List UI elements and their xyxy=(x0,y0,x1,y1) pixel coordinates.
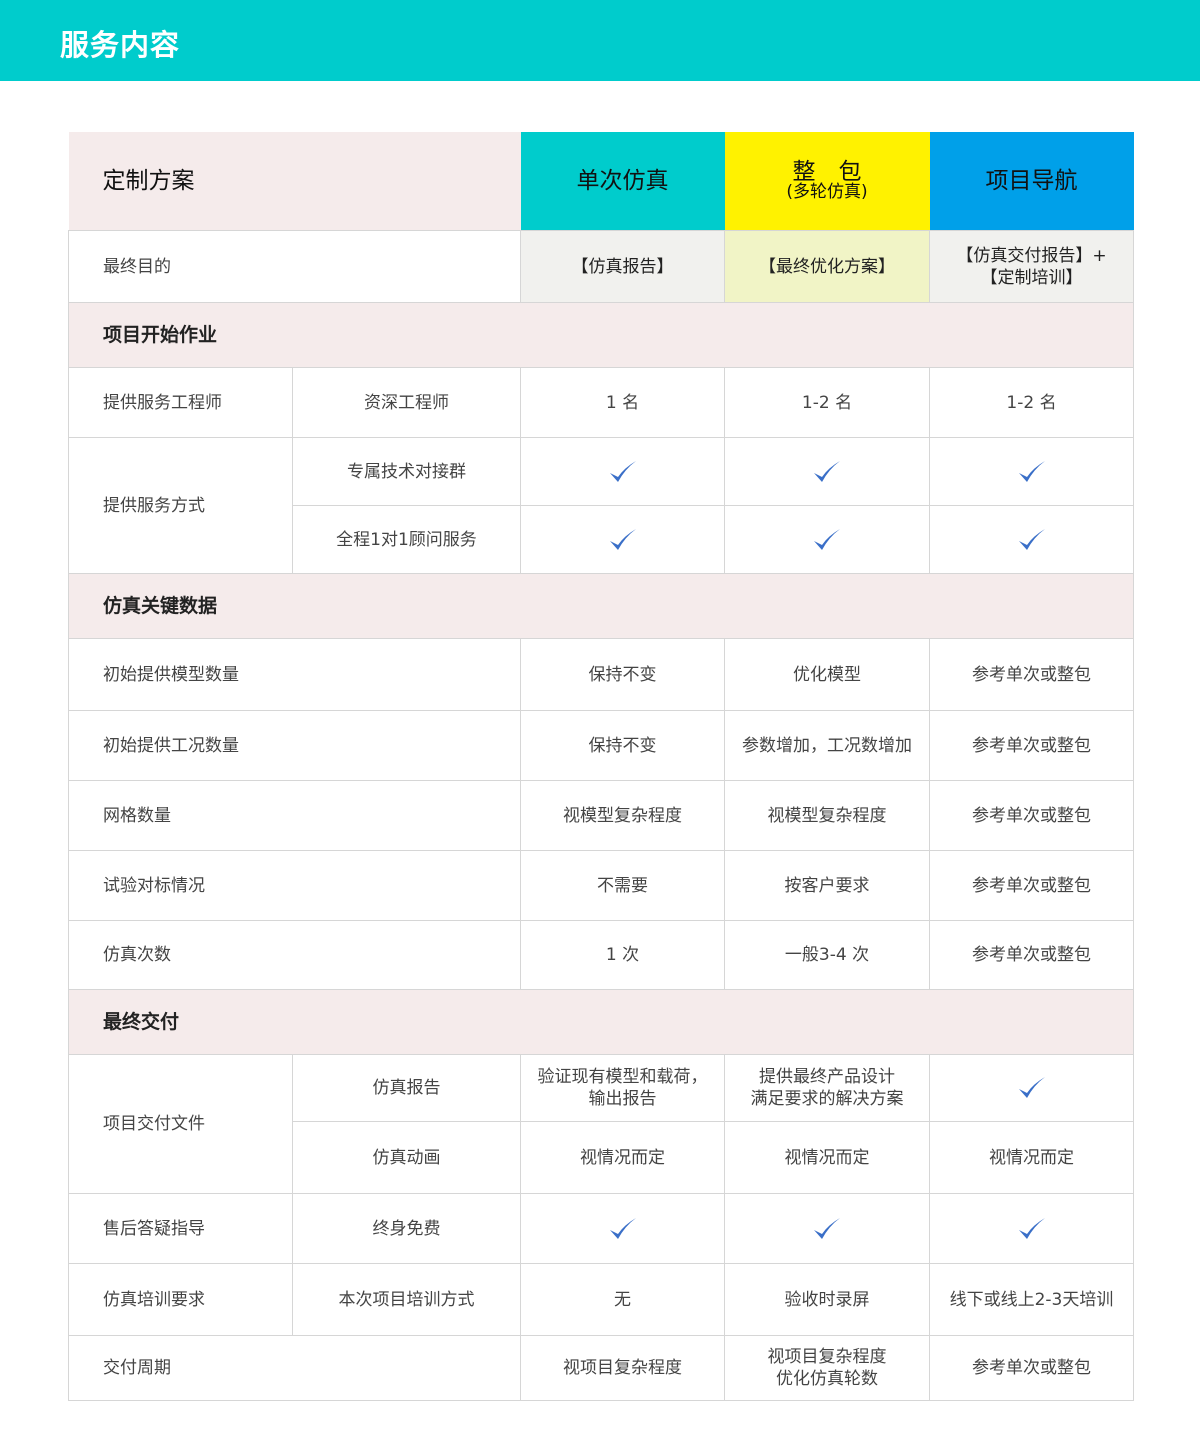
purpose-single: 【仿真报告】 xyxy=(520,230,725,303)
check-cell xyxy=(929,505,1134,574)
section-delivery: 最终交付 xyxy=(68,989,1134,1055)
table-row: 仿真次数 1 次一般3-4 次参考单次或整包 xyxy=(68,920,1134,990)
row-label: 初始提供模型数量 xyxy=(68,638,521,711)
cycle-nav: 参考单次或整包 xyxy=(929,1335,1134,1401)
section-start: 项目开始作业 xyxy=(68,302,1134,368)
line: 输出报告 xyxy=(588,1089,657,1109)
table-row: 试验对标情况 不需要 按客户要求 参考单次或整包 xyxy=(68,850,1134,921)
training-nav: 线下或线上2-3天培训 xyxy=(929,1263,1134,1336)
aftersale-label: 售后答疑指导 xyxy=(68,1193,293,1264)
cell-package: 视模型复杂程度 xyxy=(724,780,930,851)
files-label: 项目交付文件 xyxy=(68,1054,293,1194)
header-nav: 项目导航 xyxy=(929,132,1134,231)
check-cell xyxy=(929,1193,1134,1264)
purpose-label: 最终目的 xyxy=(68,230,521,303)
package-title: 整 包 xyxy=(792,159,862,185)
table-row: 网格数量 视模型复杂程度 视模型复杂程度 参考单次或整包 xyxy=(68,780,1134,851)
purpose-nav-line1: 【仿真交付报告】+ xyxy=(956,245,1107,266)
check-icon xyxy=(814,1217,840,1239)
cell-nav: 参考单次或整包 xyxy=(929,850,1134,921)
cycle-package: 视项目复杂程度 优化仿真轮数 xyxy=(724,1335,930,1401)
cell-nav: 参考单次或整包 xyxy=(929,710,1134,781)
package-subtitle: (多轮仿真) xyxy=(786,182,868,202)
table-row: 初始提供工况数量 保持不变 参数增加，工况数增加 参考单次或整包 xyxy=(68,710,1134,781)
engineer-single: 1 名 xyxy=(520,367,725,438)
cell-single: 保持不变 xyxy=(520,638,725,711)
files-nav2: 视情况而定 xyxy=(929,1121,1134,1194)
engineer-sub: 资深工程师 xyxy=(292,367,521,438)
check-icon xyxy=(1018,1077,1045,1098)
cycle-label: 交付周期 xyxy=(68,1335,521,1401)
cell-single: 不需要 xyxy=(520,850,725,921)
check-icon xyxy=(1018,460,1045,482)
line: 验证现有模型和载荷， xyxy=(537,1067,708,1087)
cell-single: 保持不变 xyxy=(520,710,725,781)
row-label: 网格数量 xyxy=(68,780,521,851)
check-cell xyxy=(520,437,725,506)
check-cell xyxy=(724,505,930,574)
banner: 服务内容 xyxy=(0,0,1200,81)
files-sub1: 仿真报告 xyxy=(292,1054,521,1122)
method-label: 提供服务方式 xyxy=(68,437,293,574)
cell-package: 参数增加，工况数增加 xyxy=(724,710,930,781)
cell-package: 优化模型 xyxy=(724,638,930,711)
check-icon xyxy=(609,1217,636,1239)
check-cell xyxy=(724,437,930,506)
training-sub: 本次项目培训方式 xyxy=(292,1263,521,1336)
line: 优化仿真轮数 xyxy=(776,1369,878,1389)
page-title: 服务内容 xyxy=(60,28,181,62)
cell-nav: 参考单次或整包 xyxy=(929,638,1134,711)
files-package1: 提供最终产品设计 满足要求的解决方案 xyxy=(724,1054,930,1122)
service-table: 定制方案 单次仿真 整 包 (多轮仿真) 项目导航 最终目的 【仿真报告】 【最终… xyxy=(68,132,1134,1401)
cell-nav: 参考单次或整包 xyxy=(929,780,1134,851)
check-icon xyxy=(1018,1217,1045,1239)
row-label: 仿真次数 xyxy=(68,920,521,990)
cell-package: 一般3-4 次 xyxy=(724,920,930,990)
check-icon xyxy=(1018,528,1045,550)
row-label: 初始提供工况数量 xyxy=(68,710,521,781)
engineer-package: 1-2 名 xyxy=(724,367,930,438)
line: 提供最终产品设计 xyxy=(759,1067,895,1087)
check-cell xyxy=(724,1193,930,1264)
engineer-nav: 1-2 名 xyxy=(929,367,1134,438)
training-package: 验收时录屏 xyxy=(724,1263,930,1336)
section-data: 仿真关键数据 xyxy=(68,573,1134,639)
files-sub2: 仿真动画 xyxy=(292,1121,521,1194)
training-label: 仿真培训要求 xyxy=(68,1263,293,1336)
files-single2: 视情况而定 xyxy=(520,1121,725,1194)
header-single: 单次仿真 xyxy=(520,132,725,231)
cell-nav: 参考单次或整包 xyxy=(929,920,1134,990)
check-cell xyxy=(929,1054,1134,1122)
check-icon xyxy=(609,528,636,550)
purpose-package: 【最终优化方案】 xyxy=(724,230,930,303)
header-package: 整 包 (多轮仿真) xyxy=(724,132,930,231)
header-plan: 定制方案 xyxy=(68,132,521,231)
line: 视项目复杂程度 xyxy=(767,1347,887,1367)
files-single1: 验证现有模型和载荷， 输出报告 xyxy=(520,1054,725,1122)
files-package2: 视情况而定 xyxy=(724,1121,930,1194)
cell-single: 视模型复杂程度 xyxy=(520,780,725,851)
check-cell xyxy=(520,1193,725,1264)
line: 满足要求的解决方案 xyxy=(750,1089,904,1109)
table-row: 初始提供模型数量 保持不变 优化模型 参考单次或整包 xyxy=(68,638,1134,711)
aftersale-sub: 终身免费 xyxy=(292,1193,521,1264)
check-cell xyxy=(929,437,1134,506)
check-icon xyxy=(814,528,840,550)
engineer-label: 提供服务工程师 xyxy=(68,367,293,438)
check-icon xyxy=(814,460,840,482)
cell-single: 1 次 xyxy=(520,920,725,990)
method-sub1: 专属技术对接群 xyxy=(292,437,521,506)
cell-package: 按客户要求 xyxy=(724,850,930,921)
method-sub2: 全程1对1顾问服务 xyxy=(292,505,521,574)
row-label: 试验对标情况 xyxy=(68,850,521,921)
purpose-nav: 【仿真交付报告】+ 【定制培训】 xyxy=(929,230,1134,303)
training-single: 无 xyxy=(520,1263,725,1336)
cycle-single: 视项目复杂程度 xyxy=(520,1335,725,1401)
check-icon xyxy=(609,460,636,482)
check-cell xyxy=(520,505,725,574)
purpose-nav-line2: 【定制培训】 xyxy=(980,267,1083,288)
